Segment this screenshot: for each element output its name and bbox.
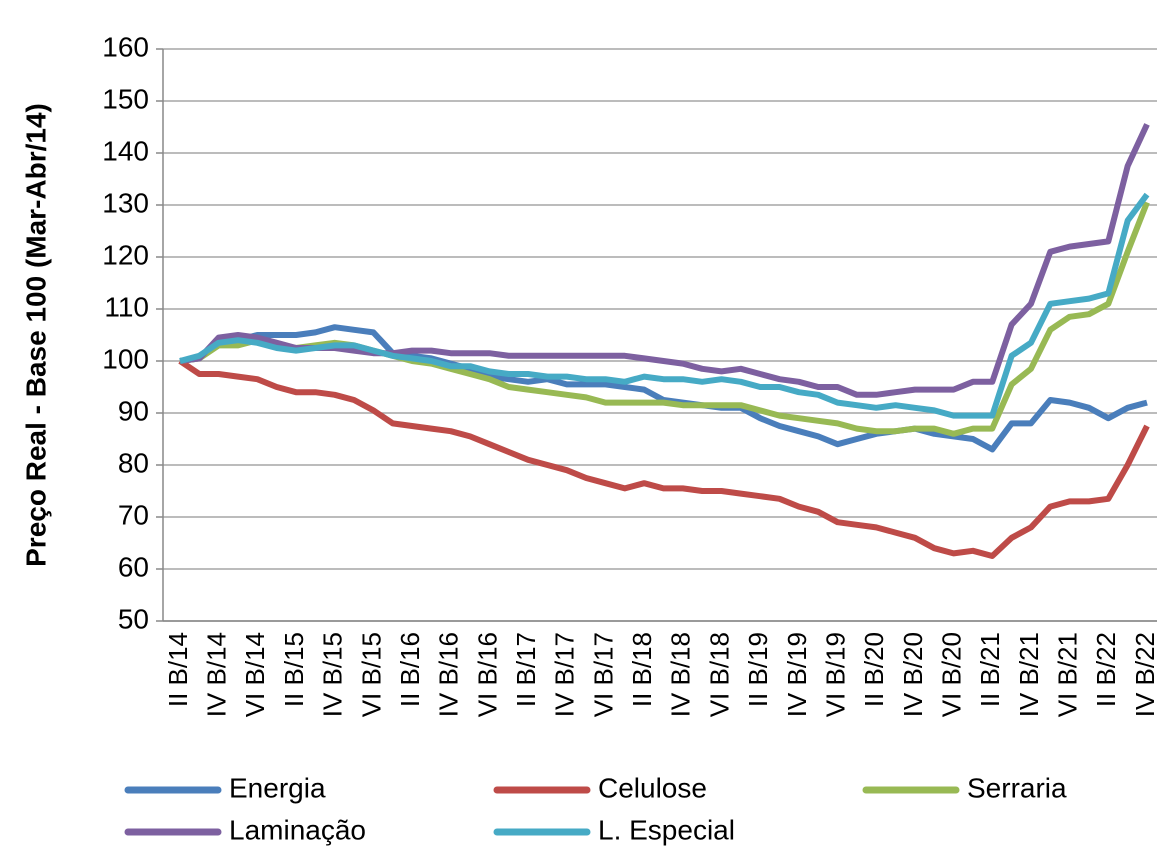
x-tick-label: VI B/15 [356, 632, 386, 717]
x-tick-label: IV B/17 [550, 632, 580, 717]
series-line [178, 358, 1150, 559]
y-tick-label: 110 [104, 291, 149, 322]
y-axis-label: Preço Real - Base 100 (Mar-Abr/14) [20, 103, 51, 567]
x-tick-label: VI B/21 [1053, 632, 1083, 717]
y-tick-label: 70 [118, 499, 149, 530]
x-tick-label: IV B/21 [1014, 632, 1044, 717]
x-tick-label: VI B/18 [704, 632, 734, 717]
x-tick-label: VI B/17 [588, 632, 618, 717]
x-tick-label: VI B/20 [936, 632, 966, 717]
x-tick-label: II B/20 [859, 632, 889, 707]
y-tick-label: 140 [102, 135, 149, 166]
x-tick-label: VI B/19 [820, 632, 850, 717]
legend-label: Celulose [598, 772, 707, 803]
y-tick-label: 160 [102, 31, 149, 62]
y-tick-label: 100 [102, 343, 149, 374]
legend-label: Laminação [229, 814, 366, 845]
x-tick-label: IV B/19 [782, 632, 812, 717]
x-tick-label: IV B/15 [318, 632, 348, 717]
x-tick-label: II B/21 [975, 632, 1005, 707]
legend-label: L. Especial [598, 814, 735, 845]
legend-label: Energia [229, 772, 326, 803]
x-tick-label: II B/15 [279, 632, 309, 707]
x-tick-label: IV B/16 [434, 632, 464, 717]
y-tick-label: 60 [118, 551, 149, 582]
x-tick-label: IV B/18 [666, 632, 696, 717]
series-line [179, 123, 1150, 398]
y-tick-label: 80 [118, 447, 149, 478]
legend-label: Serraria [967, 772, 1067, 803]
x-tick-label: II B/18 [627, 632, 657, 707]
x-tick-label: II B/17 [511, 632, 541, 707]
y-tick-label: 120 [102, 239, 149, 270]
x-tick-label: VI B/14 [240, 632, 270, 717]
y-tick-label: 130 [102, 187, 149, 218]
x-tick-label: II B/19 [743, 632, 773, 707]
y-tick-label: 50 [118, 603, 149, 634]
x-tick-label: II B/22 [1091, 632, 1121, 707]
series-line [179, 192, 1150, 419]
x-tick-label: VI B/16 [472, 632, 502, 717]
x-tick-label: IV B/22 [1130, 632, 1160, 717]
x-tick-label: IV B/20 [898, 632, 928, 717]
x-tick-label: II B/16 [395, 632, 425, 707]
y-tick-label: 90 [118, 395, 149, 426]
x-tick-label: IV B/14 [202, 632, 232, 717]
y-tick-label: 150 [102, 83, 149, 114]
x-tick-label: II B/14 [163, 632, 193, 707]
